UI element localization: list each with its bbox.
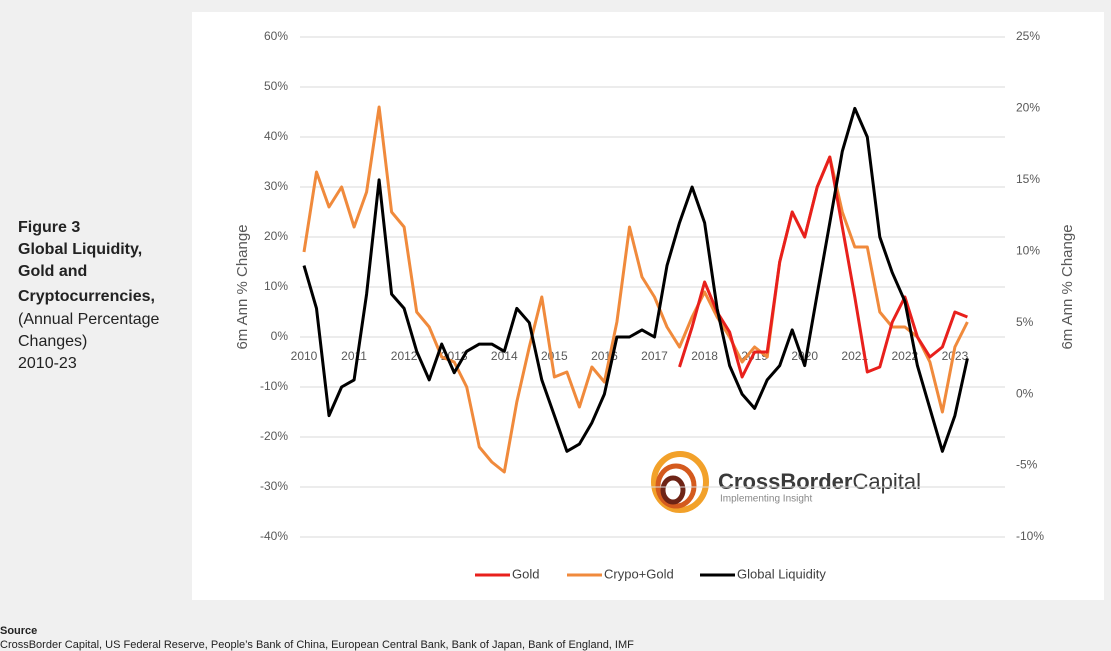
y-tick-label: -30% bbox=[260, 479, 288, 493]
y2-tick-label: 0% bbox=[1016, 386, 1034, 400]
y-tick-label: -20% bbox=[260, 429, 288, 443]
y2-tick-label: 10% bbox=[1016, 243, 1040, 257]
x-tick-label: 2014 bbox=[491, 349, 518, 363]
y-tick-label: -40% bbox=[260, 529, 288, 543]
y-tick-label: 40% bbox=[264, 129, 288, 143]
y-tick-label: 30% bbox=[264, 179, 288, 193]
y-tick-label: -10% bbox=[260, 379, 288, 393]
x-tick-label: 2015 bbox=[541, 349, 568, 363]
source-heading: Source bbox=[0, 625, 37, 637]
caption-subtitle: Changes) bbox=[18, 333, 87, 350]
logo: CrossBorderCapital Implementing Insight bbox=[651, 451, 921, 513]
figure-number: Figure 3 bbox=[18, 219, 80, 236]
caption-title: Global Liquidity, bbox=[18, 241, 142, 258]
legend-label: Global Liquidity bbox=[737, 566, 826, 581]
logo-tagline: Implementing Insight bbox=[720, 494, 812, 505]
logo-name-rest: Capital bbox=[852, 469, 920, 494]
chart-panel bbox=[192, 12, 1104, 600]
legend-label: Gold bbox=[512, 566, 539, 581]
x-tick-label: 2022 bbox=[892, 349, 919, 363]
caption-title: Cryptocurrencies, bbox=[18, 288, 155, 305]
y-tick-label: 10% bbox=[264, 279, 288, 293]
series-line bbox=[302, 105, 969, 474]
series-line bbox=[302, 106, 969, 453]
x-tick-label: 2017 bbox=[641, 349, 668, 363]
x-tick-label: 2012 bbox=[391, 349, 418, 363]
y2-tick-label: -10% bbox=[1016, 529, 1044, 543]
legend-label: Crypo+Gold bbox=[604, 566, 674, 581]
y-tick-label: 0% bbox=[271, 329, 289, 343]
logo-ring bbox=[651, 451, 709, 513]
y-tick-label: 60% bbox=[264, 29, 288, 43]
x-tick-label: 2021 bbox=[841, 349, 868, 363]
x-tick-label: 2011 bbox=[341, 349, 367, 363]
x-tick-label: 2010 bbox=[291, 349, 318, 363]
y2-tick-label: 25% bbox=[1016, 29, 1040, 43]
caption-title: Gold and bbox=[18, 263, 87, 280]
x-tick-label: 2018 bbox=[691, 349, 718, 363]
caption-subtitle: 2010-23 bbox=[18, 355, 77, 372]
y2-axis-label: 6m Ann % Change bbox=[1059, 224, 1076, 349]
series-line bbox=[678, 155, 968, 379]
logo-name-bold: CrossBorder bbox=[718, 469, 853, 494]
y2-tick-label: 15% bbox=[1016, 172, 1040, 186]
source-text: CrossBorder Capital, US Federal Reserve,… bbox=[0, 639, 634, 651]
y-tick-label: 20% bbox=[264, 229, 288, 243]
y2-tick-label: -5% bbox=[1016, 458, 1038, 472]
x-tick-label: 2023 bbox=[942, 349, 969, 363]
logo-ring bbox=[660, 475, 686, 505]
y-tick-label: 50% bbox=[264, 79, 288, 93]
logo-ring bbox=[655, 463, 697, 509]
logo-name: CrossBorderCapital bbox=[718, 469, 921, 494]
y2-tick-label: 5% bbox=[1016, 315, 1034, 329]
caption-subtitle: (Annual Percentage bbox=[18, 311, 160, 328]
y-axis-label: 6m Ann % Change bbox=[234, 224, 251, 349]
y2-tick-label: 20% bbox=[1016, 101, 1040, 115]
